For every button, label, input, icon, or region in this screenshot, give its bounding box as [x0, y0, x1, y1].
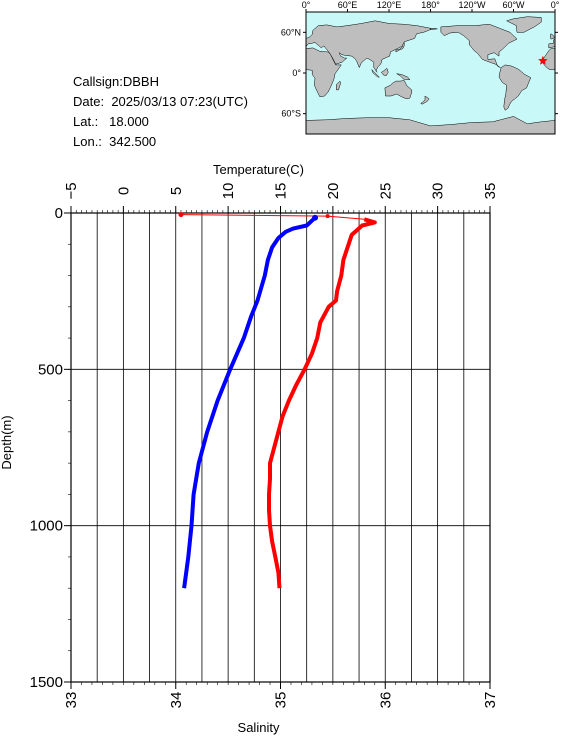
map-lat-tick-label: 60°S [281, 109, 301, 119]
temperature-tick-label: 15 [273, 183, 290, 200]
depth-tick-label: 0 [55, 205, 63, 222]
land-britain [549, 33, 555, 40]
date-value: 2025/03/13 07:23(UTC) [111, 94, 248, 109]
map-lon-tick-label: 120°E [377, 0, 402, 10]
temperature-profile-line [267, 217, 377, 589]
land-sumatra [371, 69, 380, 78]
salinity-surface-point [312, 214, 319, 221]
temperature-tick-label: −5 [63, 182, 80, 199]
temperature-tick-label: 0 [115, 187, 132, 195]
temperature-tick-label: 30 [430, 183, 447, 200]
lon-value: 342.500 [109, 134, 157, 149]
station-marker [538, 55, 548, 65]
temperature-tick-label: 20 [325, 183, 342, 200]
callsign-label: Callsign: [73, 74, 123, 89]
depth-tick-label: 1500 [30, 674, 63, 691]
map-lat-tick-label: 0° [292, 68, 301, 78]
land-madagascar [336, 80, 341, 91]
land-north-america [440, 23, 518, 68]
land-new-zealand [420, 95, 430, 105]
lon-label: Lon.: [73, 134, 102, 149]
land-eurasia-east [305, 20, 431, 73]
salinity-tick-label: 34 [168, 692, 185, 709]
lat-label: Lat.: [73, 114, 99, 129]
depth-axis-title: Depth(m) [0, 415, 14, 469]
land-south-america [498, 64, 532, 111]
salinity-profile-line [182, 216, 317, 589]
callsign-value: DBBH [122, 74, 159, 89]
land-chukotka [430, 28, 438, 30]
temperature-tick-label: 35 [482, 183, 499, 200]
land-africa-east [305, 47, 342, 97]
callsign-line: Callsign:DBBH [73, 72, 159, 92]
land-africa-west [542, 48, 556, 70]
world-map: 0° 60°E 120°E 180° 120°W 60°W 0° 60°N 0° 60°S [281, 0, 560, 135]
date-line: Date: 2025/03/13 07:23(UTC) [73, 92, 248, 112]
map-lon-tick-label: 0° [302, 0, 311, 10]
map-lon-tick-label: 60°E [338, 0, 358, 10]
salinity-tick-label: 37 [482, 692, 499, 709]
temperature-axis-title: Temperature(C) [213, 162, 304, 177]
map-lon-tick-label: 0° [551, 0, 560, 10]
temperature-tick-label: 25 [377, 183, 394, 200]
temperature-tick-label: 10 [220, 183, 237, 200]
temperature-surface-point [178, 212, 184, 218]
land-japan [395, 41, 405, 53]
land-new-guinea [396, 73, 411, 81]
map-lon-tick-label: 120°W [458, 0, 486, 10]
date-label: Date: [73, 94, 105, 109]
land-greenland [505, 16, 542, 33]
land-australia [384, 80, 413, 100]
lat-value: 18.000 [109, 114, 149, 129]
map-lat-tick-label: 60°N [281, 27, 301, 37]
lon-line: Lon.: 342.500 [73, 132, 156, 152]
temperature-tick-label: 5 [168, 187, 185, 195]
salinity-tick-label: 33 [63, 692, 80, 709]
salinity-tick-label: 36 [377, 692, 394, 709]
land-borneo [381, 67, 389, 76]
salinity-axis-title: Salinity [238, 720, 280, 735]
depth-tick-label: 500 [38, 361, 63, 378]
map-lon-tick-label: 180° [421, 0, 440, 10]
map-lon-tick-label: 60°W [502, 0, 525, 10]
lat-line: Lat.: 18.000 [73, 112, 149, 132]
depth-tick-label: 1000 [30, 518, 63, 535]
temperature-point [325, 214, 330, 219]
salinity-tick-label: 35 [273, 692, 290, 709]
